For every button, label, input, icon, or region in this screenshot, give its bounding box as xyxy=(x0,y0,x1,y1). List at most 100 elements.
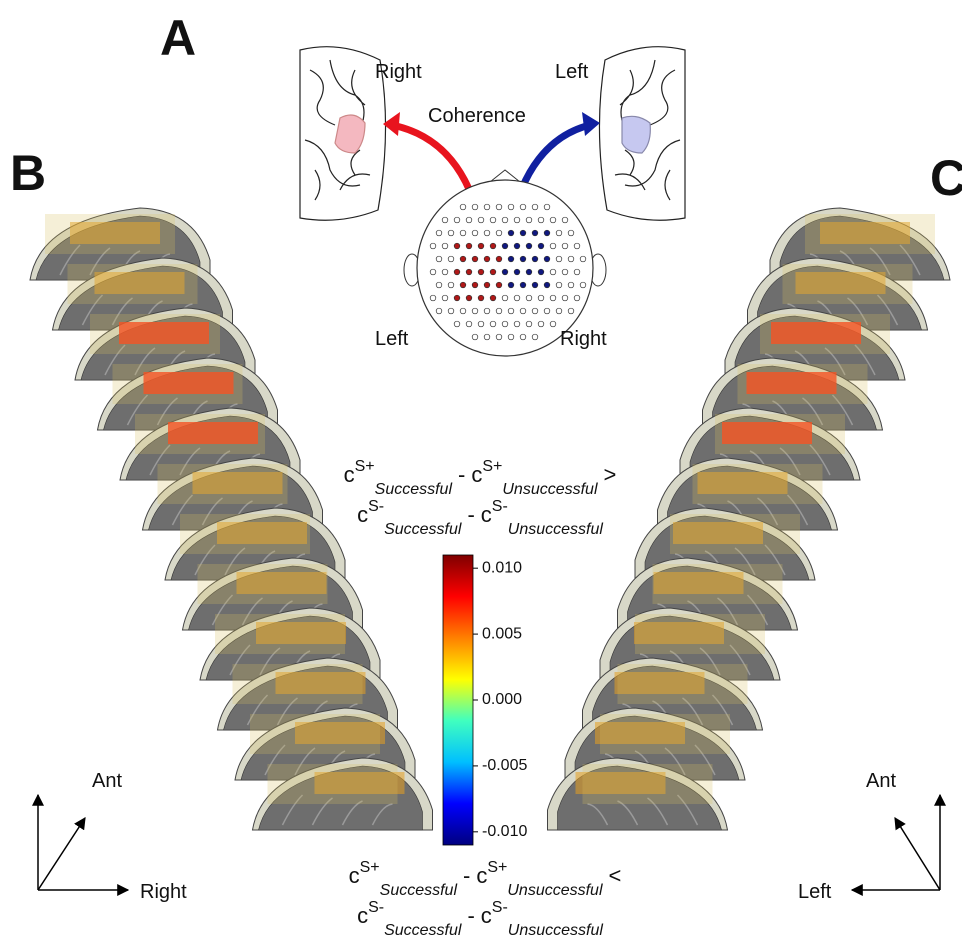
brain-label: Left xyxy=(555,61,589,83)
sensor xyxy=(513,320,521,328)
tick-label: 0.005 xyxy=(482,625,522,642)
sensor xyxy=(453,268,461,276)
sensor xyxy=(483,307,491,315)
sensor xyxy=(483,229,491,237)
sensor xyxy=(543,255,551,263)
formula-sup: S+ xyxy=(355,458,375,475)
sensor xyxy=(537,294,545,302)
arrowhead-blue xyxy=(582,112,600,136)
sensor xyxy=(489,320,497,328)
sensor xyxy=(549,294,557,302)
sensor xyxy=(453,242,461,250)
activation xyxy=(217,522,307,544)
slice xyxy=(251,757,433,831)
sensor xyxy=(429,294,437,302)
sensor xyxy=(543,307,551,315)
colorbar-ticks: 0.010 0.005 0.000 -0.005 -0.010 xyxy=(473,559,527,840)
slice xyxy=(29,207,211,281)
activation-halo xyxy=(670,514,800,554)
sensor xyxy=(447,229,455,237)
sensor xyxy=(573,294,581,302)
sulcus xyxy=(764,544,786,576)
formula-sub: Unsuccessful xyxy=(508,922,604,939)
formulas: cS+Successful-cS+Unsuccessful>cS-Success… xyxy=(344,458,622,939)
sensor xyxy=(447,255,455,263)
sensor xyxy=(561,294,569,302)
head-label: Left xyxy=(375,328,409,350)
sensor xyxy=(459,281,467,289)
sulcus xyxy=(126,394,149,426)
sensor xyxy=(519,255,527,263)
sulcus xyxy=(224,547,246,576)
sensor xyxy=(537,320,545,328)
activation xyxy=(168,422,258,444)
slice xyxy=(547,757,729,831)
sensor xyxy=(573,242,581,250)
sensor xyxy=(525,242,533,250)
sensor xyxy=(471,281,479,289)
sulcus xyxy=(831,394,854,426)
sensor xyxy=(567,281,575,289)
sensor xyxy=(501,242,509,250)
sensor xyxy=(531,203,539,211)
sensor xyxy=(459,229,467,237)
head-sensors xyxy=(403,169,607,357)
sensor xyxy=(495,333,503,341)
formula-base: c xyxy=(344,462,355,487)
sensor xyxy=(453,216,461,224)
sensor xyxy=(513,242,521,250)
axes-b xyxy=(32,793,130,896)
sensor xyxy=(501,320,509,328)
sensor xyxy=(519,307,527,315)
sensor xyxy=(435,255,443,263)
sensor xyxy=(543,281,551,289)
operator: < xyxy=(609,863,622,888)
sensor xyxy=(495,307,503,315)
sensor xyxy=(465,216,473,224)
sensor xyxy=(567,255,575,263)
activation-halo xyxy=(215,614,345,654)
sensor xyxy=(555,307,563,315)
formula-sub: Unsuccessful xyxy=(508,521,604,538)
sensor xyxy=(531,281,539,289)
sensor xyxy=(507,203,515,211)
sensor xyxy=(561,216,569,224)
sensor xyxy=(525,216,533,224)
sensor xyxy=(561,242,569,250)
activation-halo xyxy=(180,514,310,554)
sensor xyxy=(531,333,539,341)
sensor xyxy=(489,216,497,224)
sulcus xyxy=(711,694,734,726)
sensor xyxy=(441,294,449,302)
sulcus xyxy=(824,347,846,376)
tick-label: -0.010 xyxy=(482,823,527,840)
operator: - xyxy=(458,462,465,487)
operator: - xyxy=(467,502,474,527)
axis-label: Ant xyxy=(92,770,122,792)
sensor xyxy=(465,294,473,302)
activation xyxy=(275,672,366,694)
sensor xyxy=(525,320,533,328)
sensor xyxy=(507,229,515,237)
formula-base: c xyxy=(481,903,492,928)
formula-sub: Unsuccessful xyxy=(507,882,603,899)
axes-c xyxy=(850,793,946,896)
sulcus xyxy=(201,497,223,526)
sensor xyxy=(549,242,557,250)
formula-base: c xyxy=(349,863,360,888)
sensor xyxy=(483,333,491,341)
sensor xyxy=(429,242,437,250)
sensor xyxy=(429,268,437,276)
sensor xyxy=(471,255,479,263)
activation xyxy=(653,572,744,594)
tick-label: -0.005 xyxy=(482,757,527,774)
sensor xyxy=(555,229,563,237)
brain-right xyxy=(299,46,387,221)
operator: - xyxy=(463,863,470,888)
sensor xyxy=(573,268,581,276)
sensor xyxy=(483,281,491,289)
sulcus xyxy=(694,744,716,776)
activation xyxy=(614,672,705,694)
activation-halo xyxy=(782,264,913,304)
